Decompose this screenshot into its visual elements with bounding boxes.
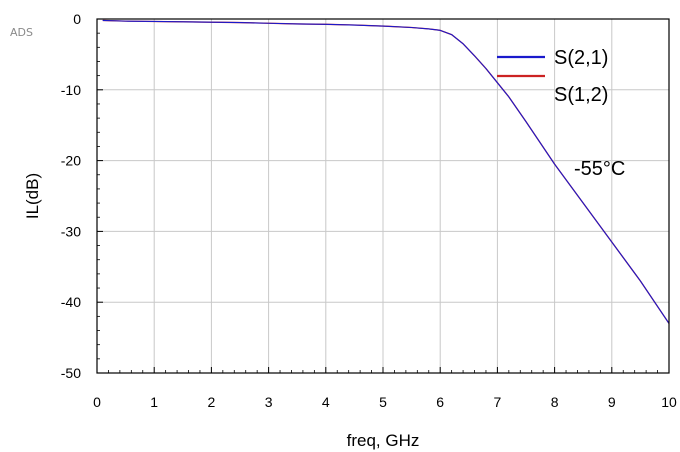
x-tick-label: 8	[551, 394, 559, 410]
legend-label-s21: S(2,1)	[554, 47, 608, 69]
grid	[97, 19, 669, 373]
legend-label-s12: S(1,2)	[554, 84, 608, 106]
x-axis-title: freq, GHz	[347, 431, 420, 450]
y-tick-label: -20	[61, 153, 81, 169]
x-tick-label: 2	[208, 394, 216, 410]
y-tick-label: -50	[61, 365, 81, 381]
y-axis-title: IL(dB)	[23, 173, 42, 219]
y-tick-label: -30	[61, 223, 81, 239]
x-tick-label: 4	[322, 394, 330, 410]
x-tick-label: 9	[608, 394, 616, 410]
ads-watermark: ADS	[10, 26, 33, 39]
series-lines	[102, 19, 670, 324]
plot-frame	[96, 18, 670, 374]
x-tick-label: 3	[265, 394, 273, 410]
x-tick-label: 5	[379, 394, 387, 410]
y-tick-label: -40	[61, 294, 81, 310]
x-tick-label: 1	[150, 394, 158, 410]
x-tick-label: 7	[494, 394, 502, 410]
tick-labels: 0 1 2 3 4 5 6 7 8 9 10 0 -10 -20 -30 -40 -50	[61, 11, 677, 410]
y-tick-label: -10	[61, 82, 81, 98]
series-s21-line	[102, 19, 670, 324]
x-tick-label: 10	[661, 394, 677, 410]
temperature-annotation: -55°C	[574, 158, 625, 180]
legend: S(2,1) S(1,2)	[497, 47, 608, 106]
x-tick-label: 6	[436, 394, 444, 410]
y-tick-label: 0	[73, 11, 81, 27]
x-tick-label: 0	[93, 394, 101, 410]
